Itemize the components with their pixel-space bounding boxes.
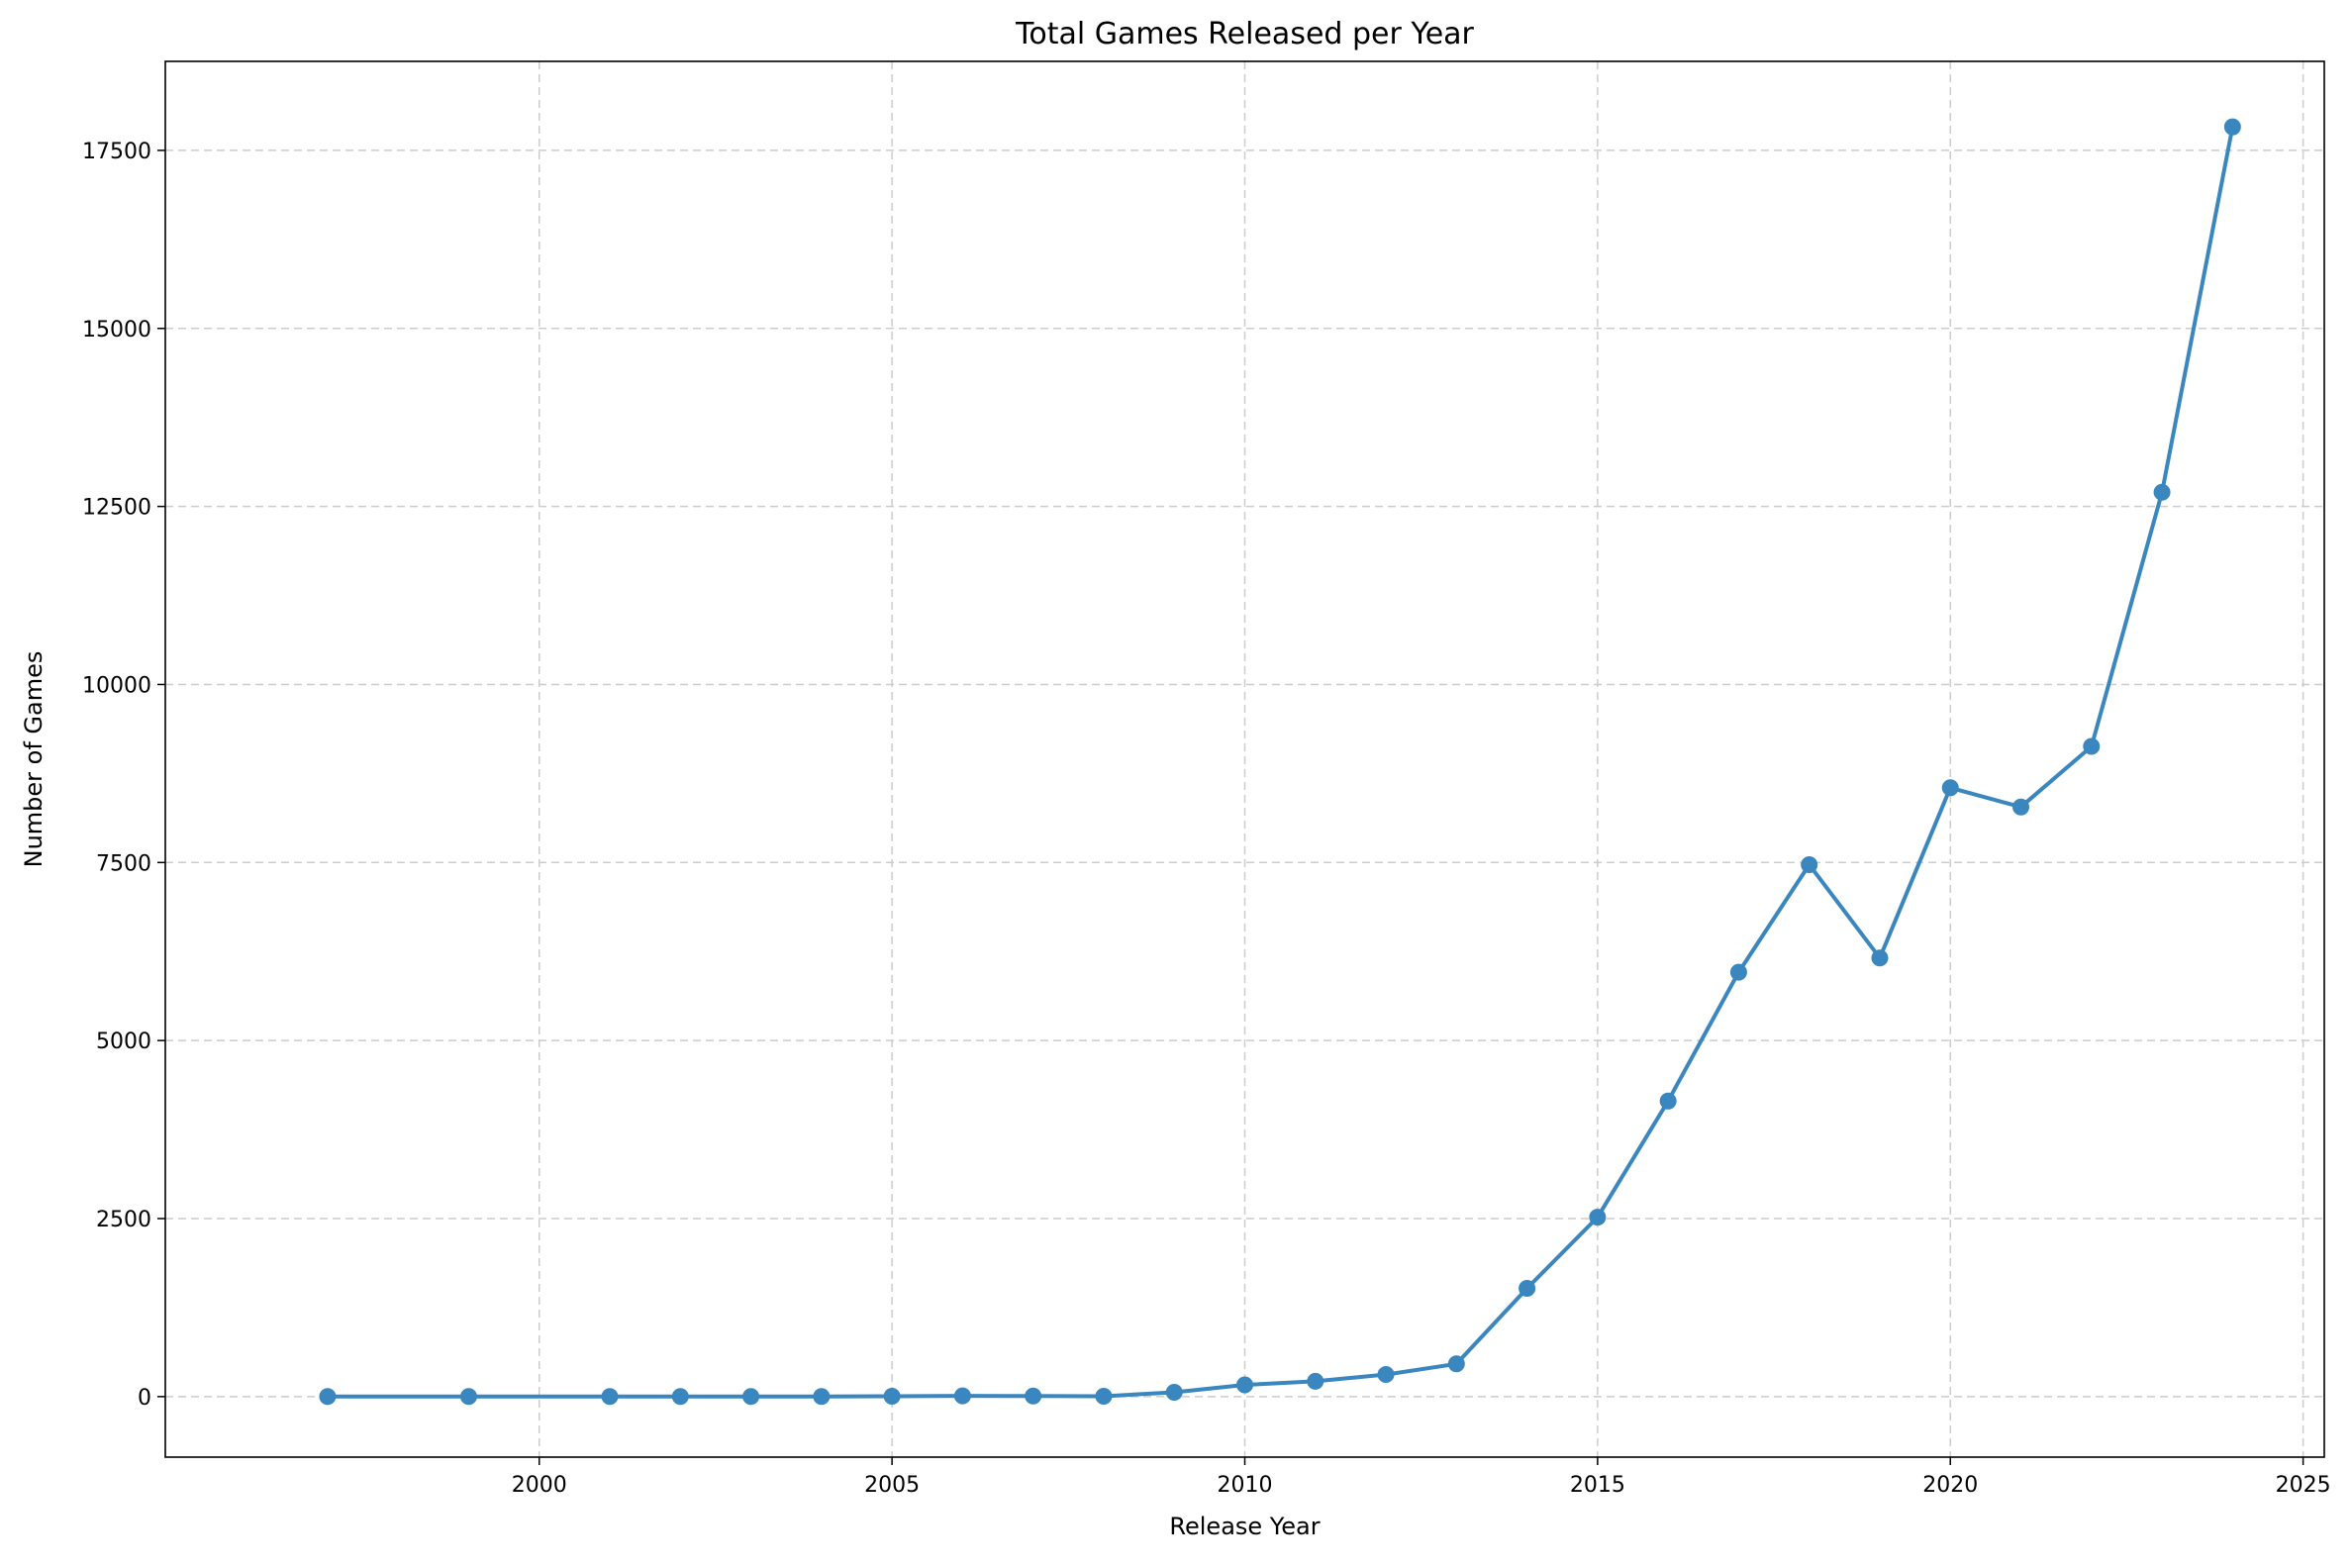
data-point [1589,1209,1607,1226]
data-point [742,1388,760,1406]
data-point [1377,1366,1395,1384]
data-point [883,1387,901,1405]
x-tick-label: 2025 [2276,1473,2331,1498]
y-tick-label: 2500 [96,1208,151,1232]
y-tick-label: 17500 [82,140,151,164]
y-axis-label: Number of Games [20,651,48,868]
x-tick-label: 2010 [1218,1473,1273,1498]
y-tick-label: 10000 [82,673,151,698]
x-tick-label: 2000 [512,1473,567,1498]
data-point [2083,737,2101,755]
y-tick-label: 5000 [96,1029,151,1054]
data-point [1447,1355,1465,1373]
data-point [1095,1387,1113,1405]
data-point [601,1388,619,1406]
data-point [1941,779,1959,797]
data-point [2223,118,2241,136]
data-point [2012,798,2030,816]
data-point [1025,1387,1042,1405]
data-point [671,1388,689,1406]
data-point [1659,1092,1677,1110]
data-point [319,1388,337,1406]
data-point [1729,963,1747,981]
x-tick-label: 2005 [864,1473,920,1498]
grid [165,61,2324,1457]
series-layer [319,118,2241,1406]
y-tick-label: 0 [138,1386,151,1411]
data-point [953,1387,971,1405]
data-point [1519,1280,1536,1298]
x-tick-label: 2015 [1570,1473,1625,1498]
data-point [2153,483,2171,501]
data-point [1801,855,1818,873]
ticks: 2000 2005 2010 2015 2020 2025 0 2500 5000 7500 100… [82,140,2331,1498]
data-point [1165,1384,1183,1402]
y-tick-label: 15000 [82,318,151,343]
data-point [813,1388,831,1406]
data-point [459,1388,477,1406]
y-tick-label: 7500 [96,851,151,876]
data-point [1307,1372,1324,1390]
data-point [1236,1376,1253,1394]
series-line [327,126,2235,1399]
chart-title: Total Games Released per Year [1015,17,1474,51]
y-tick-label: 12500 [82,496,151,521]
data-point [1871,949,1889,967]
x-tick-label: 2020 [1922,1473,1978,1498]
x-axis-label: Release Year [1169,1513,1320,1540]
